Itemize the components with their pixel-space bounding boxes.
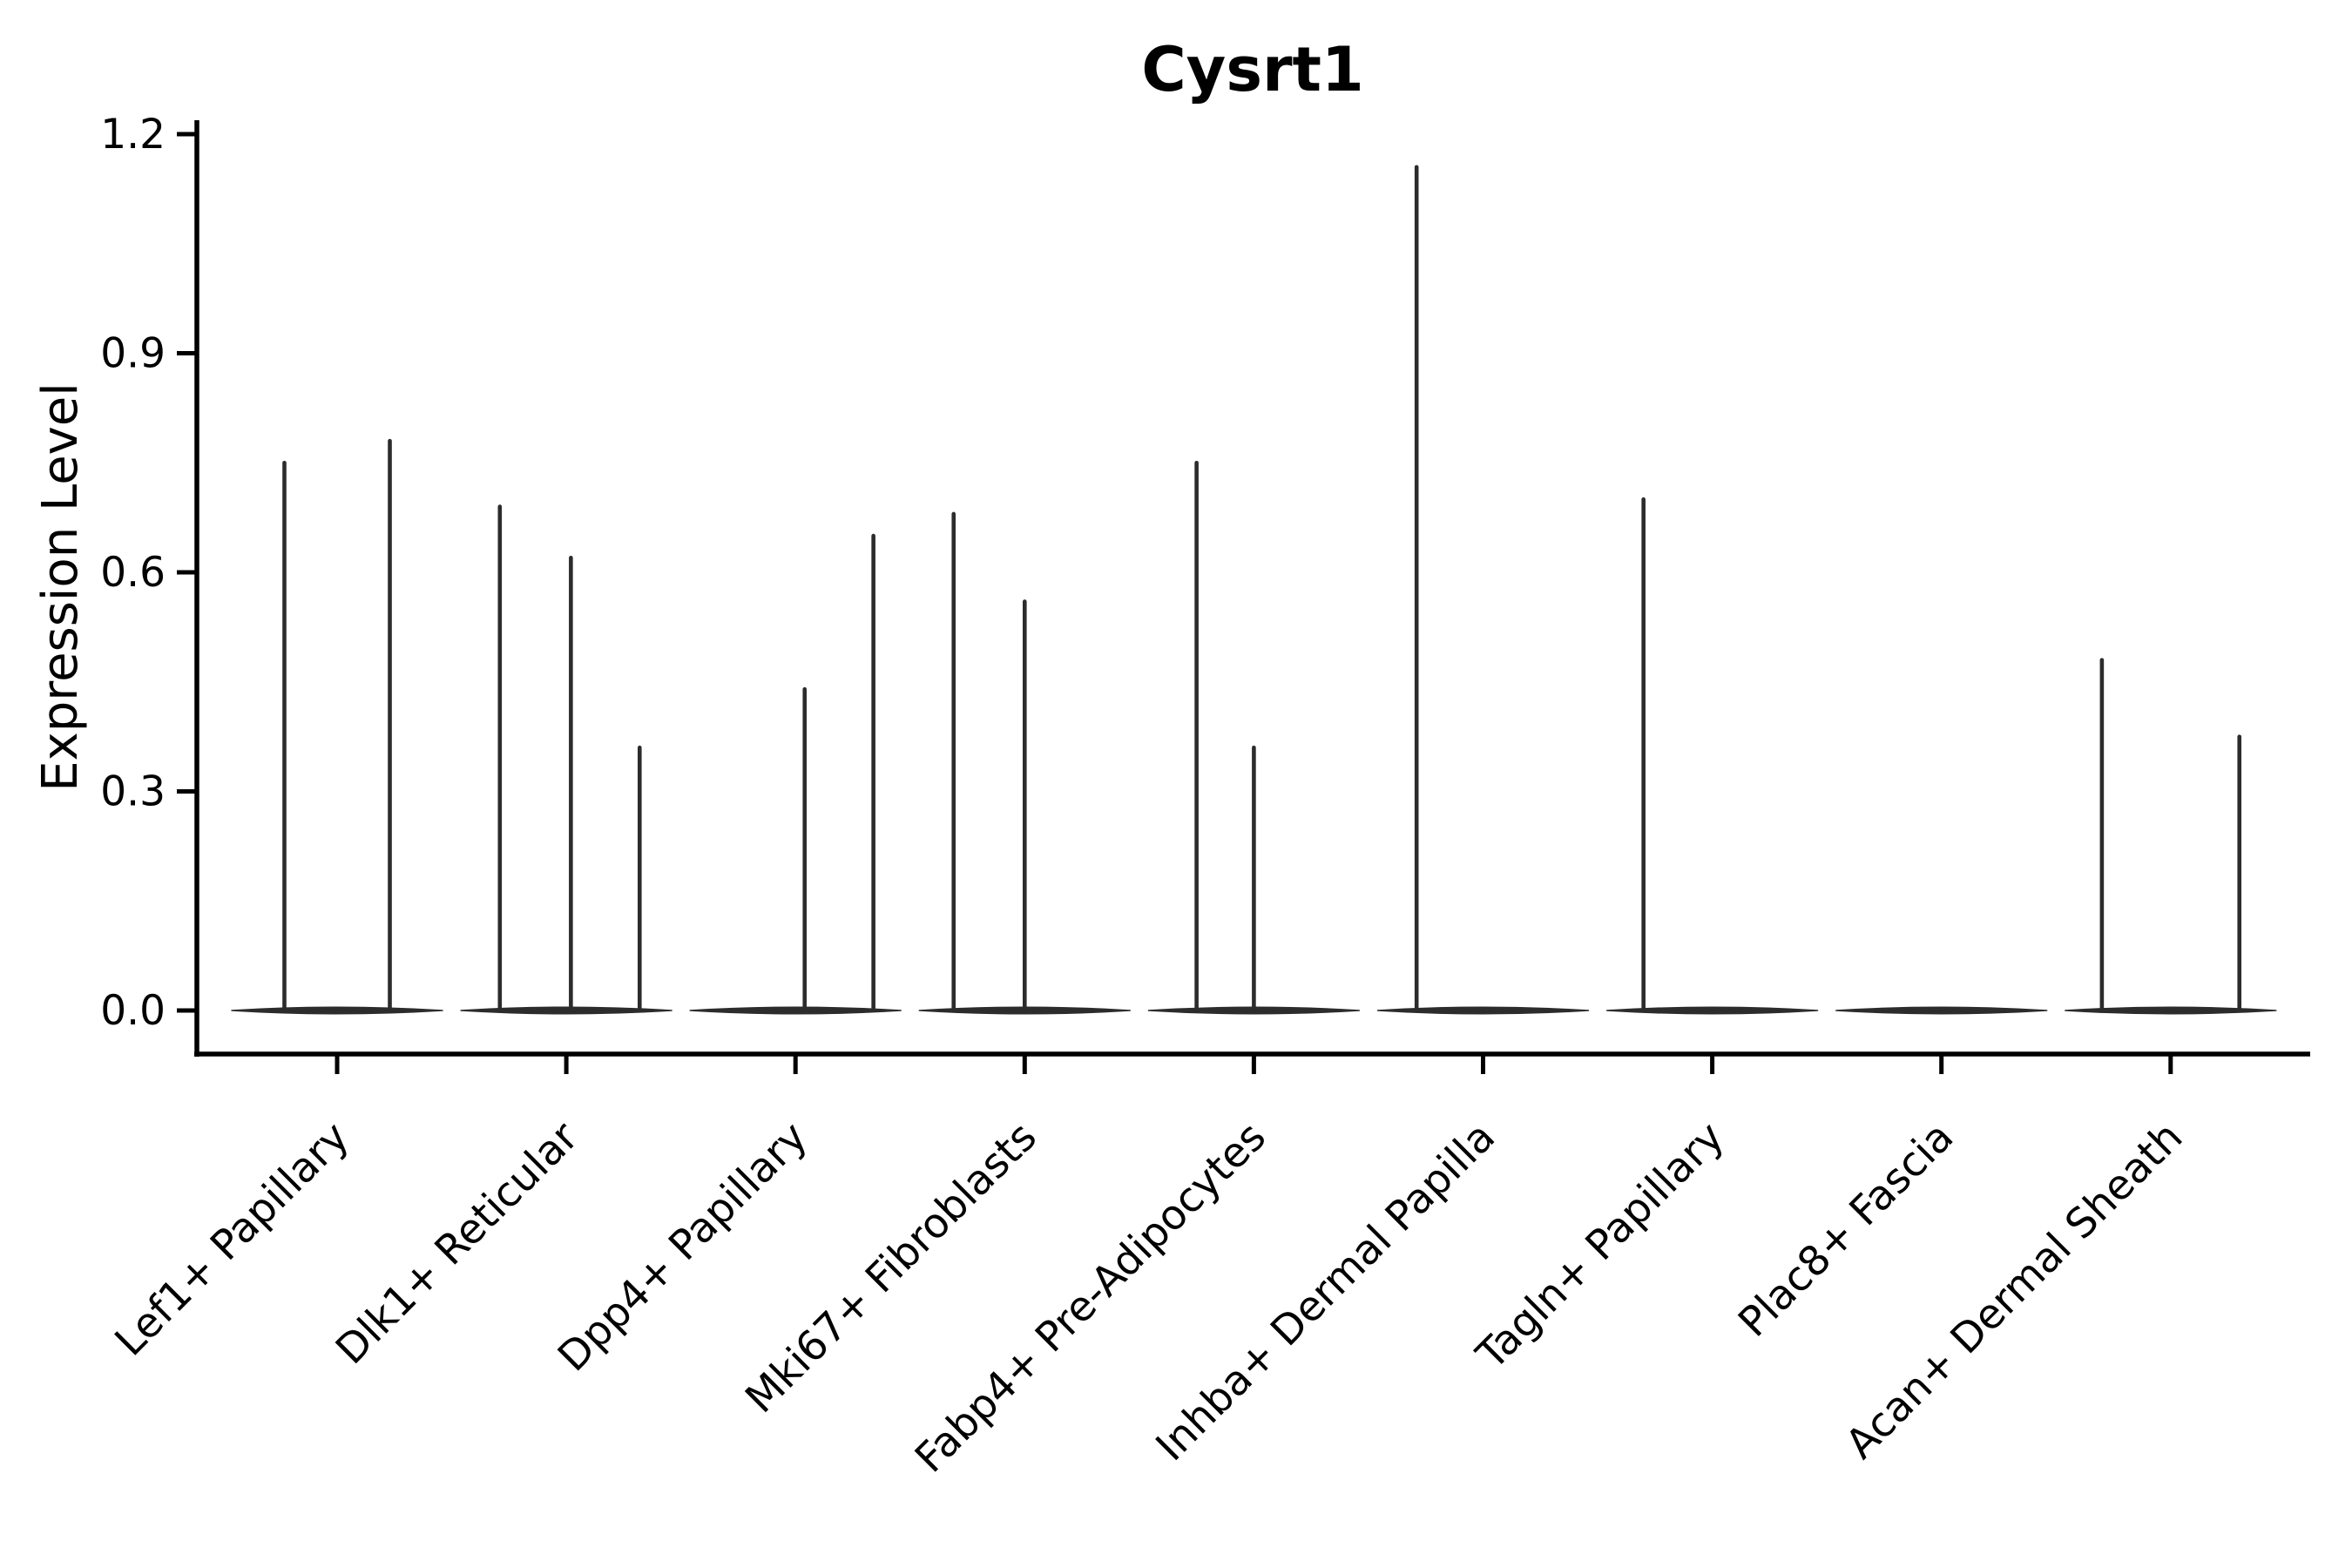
y-tick-label: 0.3 [100, 768, 166, 816]
violin [2065, 658, 2277, 1015]
violin [1147, 460, 1361, 1015]
plot-title: Cysrt1 [1141, 34, 1363, 105]
x-tick-label: Lef1+ Papillary [106, 1113, 359, 1366]
y-axis-ticks: 0.0 0.3 0.6 0.9 1.2 [100, 111, 197, 1035]
y-tick-label: 0.6 [100, 549, 166, 597]
violins [231, 165, 2277, 1015]
x-tick-label: Tagln+ Papillary [1467, 1113, 1734, 1380]
violin-base [1605, 1006, 1819, 1015]
violin-base [231, 1006, 443, 1015]
violin-base [1835, 1006, 2048, 1015]
violin-base [460, 1006, 672, 1015]
violin [918, 511, 1132, 1015]
x-tick-label: Dpp4+ Papillary [549, 1113, 817, 1382]
violin [1376, 165, 1590, 1015]
violin [231, 438, 443, 1015]
x-tick-label: Dlk1+ Reticular [327, 1112, 588, 1374]
y-tick-label: 1.2 [100, 111, 166, 159]
violin [689, 533, 902, 1015]
violin-base [2065, 1006, 2277, 1015]
violin [460, 504, 672, 1015]
violin-base [689, 1006, 902, 1015]
x-axis-ticks [335, 1054, 2173, 1074]
y-tick-label: 0.9 [100, 330, 166, 378]
violin [1835, 1006, 2048, 1015]
x-tick-label: Plac8+ Fascia [1729, 1113, 1963, 1347]
violin-base [1376, 1006, 1590, 1015]
y-tick-label: 0.0 [100, 987, 166, 1035]
violin [1605, 497, 1819, 1015]
y-axis-label: Expression Level [32, 382, 89, 792]
